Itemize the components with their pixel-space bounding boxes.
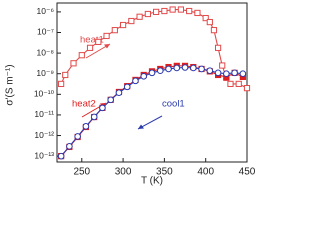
- marker: [214, 69, 222, 77]
- marker: [74, 133, 81, 140]
- y-tick-label: 10⁻¹⁰: [34, 89, 55, 99]
- x-axis-label: T (K): [141, 176, 163, 187]
- y-tick-label: 10⁻⁷: [37, 27, 54, 37]
- marker: [78, 52, 85, 59]
- marker: [103, 32, 110, 40]
- series-line: [60, 66, 243, 157]
- marker: [136, 13, 143, 20]
- y-tick-label: 10⁻¹³: [34, 150, 54, 160]
- marker: [62, 71, 69, 79]
- marker: [144, 10, 151, 18]
- marker: [202, 14, 209, 22]
- marker: [153, 8, 160, 15]
- x-tick-label: 250: [73, 167, 90, 178]
- marker: [227, 80, 234, 88]
- marker: [177, 6, 185, 13]
- marker: [231, 69, 238, 77]
- x-tick-label: 400: [197, 167, 214, 178]
- marker: [194, 9, 201, 17]
- marker: [70, 60, 77, 67]
- marker: [140, 72, 148, 80]
- marker: [235, 80, 242, 88]
- x-tick-label: 350: [156, 167, 173, 178]
- marker: [90, 113, 98, 121]
- y-tick-label: 10⁻¹²: [34, 130, 54, 140]
- marker: [173, 64, 181, 72]
- marker: [57, 152, 65, 160]
- arrow-head: [104, 44, 110, 49]
- marker: [239, 70, 247, 78]
- marker: [186, 7, 193, 15]
- marker: [95, 38, 102, 45]
- chart: σ'(S m⁻¹) T (K) heat1 heat2 cool1 250 300…: [5, 2, 256, 187]
- marker: [156, 67, 164, 75]
- marker: [58, 80, 65, 88]
- x-tick-label: 300: [115, 167, 132, 178]
- arrow-head: [138, 124, 144, 129]
- marker: [243, 85, 251, 92]
- marker: [111, 27, 118, 34]
- marker: [181, 64, 189, 71]
- marker: [119, 21, 127, 29]
- x-tick-label: 450: [239, 167, 256, 178]
- marker: [206, 67, 214, 75]
- marker: [123, 83, 131, 91]
- y-tick-label: 10⁻⁶: [37, 6, 54, 16]
- marker: [169, 6, 176, 13]
- y-tick-label: 10⁻⁹: [36, 68, 54, 78]
- plot-frame: [56, 2, 248, 163]
- marker: [99, 104, 106, 112]
- y-axis-label: σ'(S m⁻¹): [5, 64, 16, 105]
- marker: [206, 18, 213, 26]
- marker: [66, 143, 73, 150]
- series-line: [60, 65, 244, 157]
- y-tick-label: 10⁻¹¹: [34, 109, 54, 119]
- y-tick-label: 10⁻⁸: [36, 47, 54, 57]
- marker: [107, 96, 114, 104]
- marker: [214, 44, 222, 51]
- annotation: heat2: [72, 99, 96, 110]
- marker: [223, 70, 230, 78]
- marker: [190, 64, 197, 72]
- marker: [198, 65, 205, 73]
- marker: [161, 7, 168, 15]
- marker: [82, 123, 90, 130]
- marker: [132, 77, 139, 85]
- marker: [165, 65, 172, 73]
- annotation: cool1: [162, 99, 185, 110]
- marker: [128, 17, 135, 25]
- marker: [115, 89, 123, 96]
- marker: [210, 27, 218, 34]
- marker: [219, 62, 226, 69]
- annotation: heat1: [80, 35, 104, 46]
- marker: [86, 44, 94, 51]
- marker: [148, 69, 156, 77]
